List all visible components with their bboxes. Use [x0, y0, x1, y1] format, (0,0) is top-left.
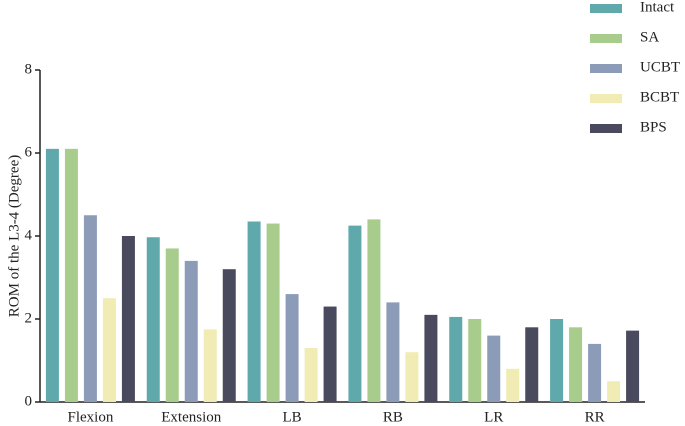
bar [449, 316, 463, 402]
bar [348, 225, 362, 402]
bar [121, 236, 135, 402]
legend-label: UCBT [640, 59, 680, 75]
bar [285, 294, 299, 402]
bar [304, 348, 318, 402]
legend-label: BCBT [640, 89, 679, 105]
legend-swatch [590, 4, 622, 13]
bar [487, 335, 501, 402]
bar [247, 221, 261, 402]
bar [203, 329, 217, 402]
legend-label: BPS [640, 119, 667, 135]
bar [83, 215, 97, 402]
y-tick-label: 8 [25, 61, 33, 77]
legend-swatch [590, 94, 622, 103]
x-tick-label: RB [383, 409, 403, 425]
bar [184, 260, 198, 402]
bar [165, 248, 179, 402]
bar [424, 314, 438, 402]
bar [367, 219, 381, 402]
bar [222, 269, 236, 402]
bar [626, 330, 640, 402]
x-tick-label: Extension [161, 409, 221, 425]
y-tick-label: 6 [25, 144, 33, 160]
bar [525, 327, 539, 402]
bar [550, 319, 564, 402]
x-tick-label: RR [585, 409, 605, 425]
bar [64, 148, 78, 402]
bar [386, 302, 400, 402]
y-tick-label: 2 [25, 310, 33, 326]
bar [569, 327, 583, 402]
legend-swatch [590, 64, 622, 73]
bar [607, 381, 621, 402]
x-tick-label: LR [484, 409, 503, 425]
bar [468, 319, 482, 402]
bar [323, 306, 337, 402]
y-axis-label: ROM of the L3-4 (Degree) [6, 155, 22, 317]
bar [506, 368, 520, 402]
bar [266, 223, 280, 402]
y-tick-label: 0 [25, 393, 33, 409]
legend-label: Intact [640, 0, 675, 15]
legend-swatch [590, 124, 622, 133]
bar [146, 237, 160, 402]
x-tick-label: LB [282, 409, 301, 425]
bar [45, 148, 59, 402]
bar [102, 298, 116, 402]
bar [405, 352, 419, 402]
legend-label: SA [640, 29, 659, 45]
bar [588, 343, 602, 402]
y-tick-label: 4 [25, 227, 33, 243]
x-tick-label: Flexion [67, 409, 113, 425]
legend-swatch [590, 34, 622, 43]
